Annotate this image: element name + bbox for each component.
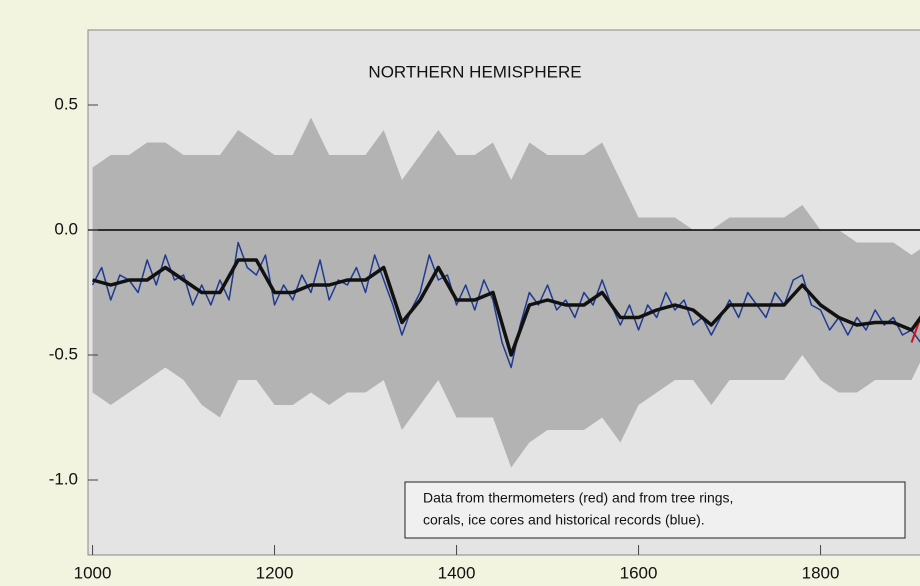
y-tick-label: 0.0 — [54, 219, 78, 238]
y-tick-label: -0.5 — [49, 344, 78, 363]
x-tick-label: 1800 — [802, 563, 840, 582]
plot-layer — [88, 117, 920, 468]
x-tick-label: 1200 — [256, 563, 294, 582]
annotation-box — [404, 481, 906, 539]
y-tick-label: 0.5 — [54, 94, 78, 113]
y-tick-label: -1.0 — [49, 469, 78, 488]
chart-title: NORTHERN HEMISPHERE — [368, 62, 581, 81]
x-tick-label: 1000 — [74, 563, 112, 582]
annotation: Data from thermometers (red) and from tr… — [423, 490, 733, 506]
x-tick-label: 1600 — [620, 563, 658, 582]
annotation: corals, ice cores and historical records… — [423, 512, 705, 528]
series-line — [92, 258, 920, 357]
series-line — [91, 241, 920, 369]
x-tick-label: 1400 — [438, 563, 476, 582]
uncertainty-band — [92, 117, 920, 468]
